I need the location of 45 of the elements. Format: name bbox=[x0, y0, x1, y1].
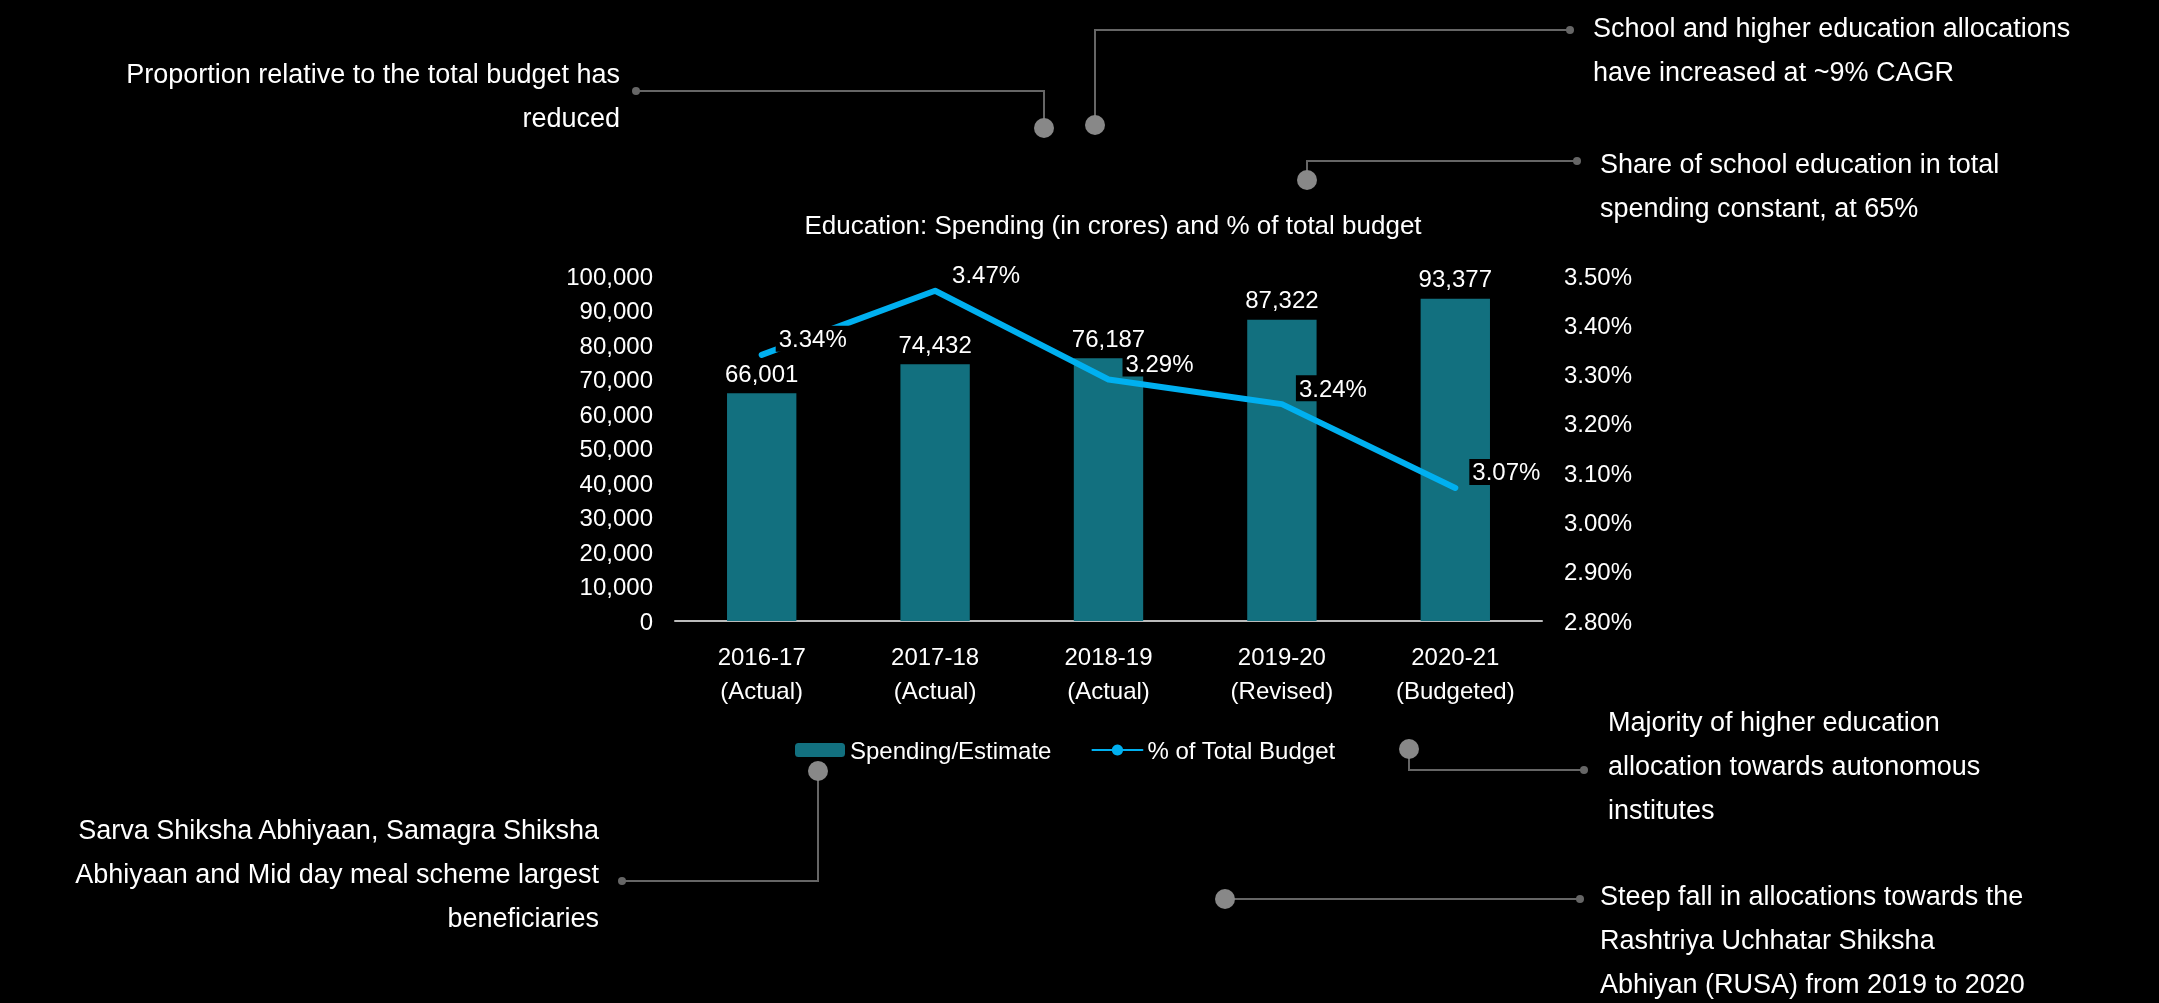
data-label: 3.24% bbox=[1298, 374, 1367, 402]
x-tick-label: 2019-20 (Revised) bbox=[1230, 642, 1334, 704]
data-label: 76,187 bbox=[1071, 324, 1146, 352]
data-label: 3.07% bbox=[1472, 458, 1541, 486]
text: School and higher education allocations have increased at ~9% CAGR bbox=[1593, 12, 2071, 89]
y-tick-label: 70,000 bbox=[579, 366, 653, 393]
y-tick-label: 20,000 bbox=[579, 538, 653, 566]
y-tick-label: 100,000 bbox=[566, 262, 653, 290]
y-tick-label: 40,000 bbox=[579, 469, 653, 497]
y2-tick-label: 3.20% bbox=[1564, 410, 1633, 438]
y-tick-label: 90,000 bbox=[579, 297, 653, 324]
text: Share of school education in total spending constant, at 65% bbox=[1600, 148, 2000, 225]
x-tick-label: 2017-18 (Actual) bbox=[891, 642, 980, 704]
y-tick-label: 50,000 bbox=[579, 435, 653, 462]
legend-label: Spending/Estimate bbox=[850, 736, 1052, 764]
text: Sarva Shiksha Abhiyaan, Samagra Shiksha Abhiyaan and Mid day meal scheme largest beneficiaries bbox=[75, 814, 599, 935]
data-label: 3.34% bbox=[778, 325, 847, 353]
y-tick-label: 10,000 bbox=[579, 573, 653, 600]
text: Majority of higher education allocation towards autonomous institutes bbox=[1608, 706, 1981, 827]
y2-tick-label: 3.30% bbox=[1564, 361, 1633, 389]
y-tick-label: 0 bbox=[639, 607, 653, 635]
data-label: 66,001 bbox=[725, 359, 799, 387]
y-tick-label: 80,000 bbox=[579, 331, 653, 359]
y2-tick-label: 3.50% bbox=[1564, 262, 1633, 290]
x-tick-label: 2016-17 (Actual) bbox=[717, 642, 806, 704]
bar bbox=[727, 393, 797, 621]
text: Proportion relative to the total budget has reduced bbox=[126, 58, 620, 135]
data-label: 93,377 bbox=[1418, 265, 1492, 293]
y2-tick-label: 2.90% bbox=[1564, 558, 1633, 586]
chart-title: Education: Spending (in crores) and % of total budget bbox=[804, 210, 1423, 240]
y-tick-label: 60,000 bbox=[579, 400, 653, 428]
y2-tick-label: 2.80% bbox=[1564, 607, 1633, 635]
x-tick-label: 2020-21 (Budgeted) bbox=[1395, 642, 1515, 704]
y-tick-label: 30,000 bbox=[579, 504, 653, 531]
text: Steep fall in allocations towards the Rashtriya Uchhatar Shiksha Abhiyan (RUSA) from 2019 to 2020 bbox=[1600, 880, 2025, 1001]
data-label: 3.47% bbox=[952, 261, 1021, 289]
y2-tick-label: 3.00% bbox=[1564, 508, 1633, 536]
data-label: 74,432 bbox=[898, 330, 972, 358]
legend-label: % of Total Budget bbox=[1147, 736, 1336, 764]
data-label: 3.29% bbox=[1125, 350, 1194, 377]
y2-tick-label: 3.10% bbox=[1564, 459, 1633, 487]
bar bbox=[900, 364, 970, 621]
data-label: 87,322 bbox=[1245, 286, 1319, 314]
y2-tick-label: 3.40% bbox=[1564, 311, 1633, 339]
x-tick-label: 2018-19 (Actual) bbox=[1064, 642, 1153, 704]
